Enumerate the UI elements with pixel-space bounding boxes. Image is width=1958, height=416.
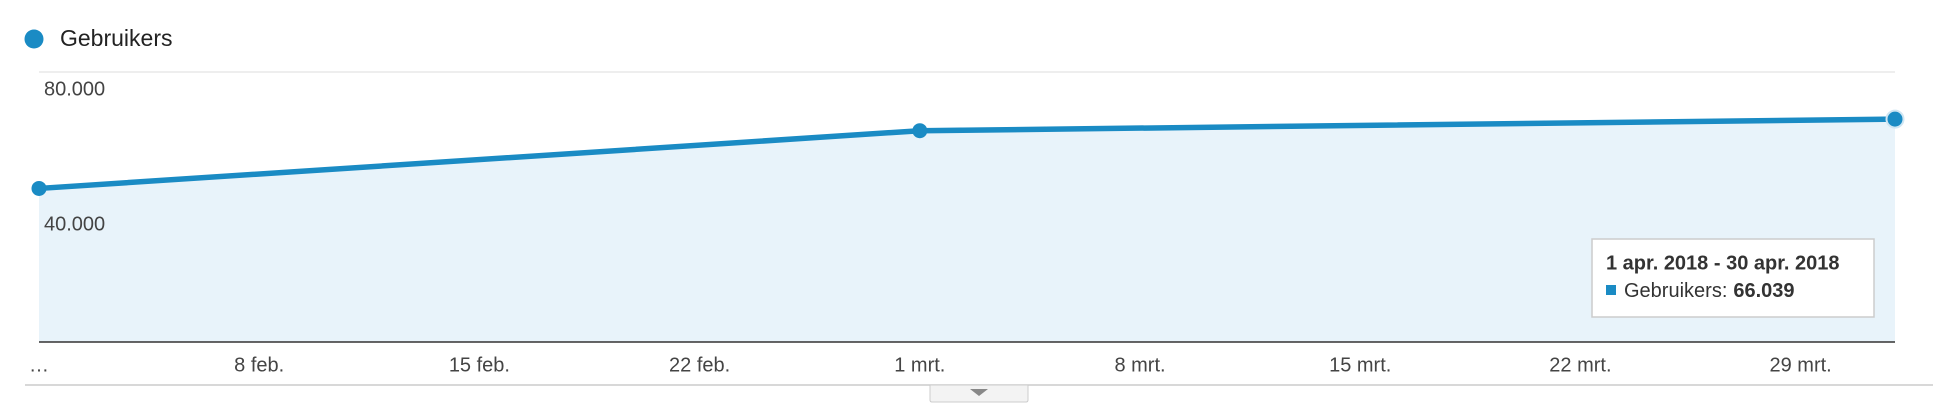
tooltip-swatch xyxy=(1606,285,1616,295)
legend-label: Gebruikers xyxy=(60,25,172,51)
x-tick-label: 22 feb. xyxy=(669,354,730,376)
tooltip-series: Gebruikers: xyxy=(1624,280,1727,302)
tooltip-value: 66.039 xyxy=(1733,280,1794,302)
y-tick-label: 40.000 xyxy=(44,213,105,235)
tooltip-title: 1 apr. 2018 - 30 apr. 2018 xyxy=(1606,252,1840,274)
tooltip-line: Gebruikers: 66.039 xyxy=(1624,280,1795,302)
point xyxy=(1885,109,1905,129)
x-tick-label: 15 feb. xyxy=(449,354,510,376)
x-tick-label: 8 feb. xyxy=(234,354,284,376)
x-tick-label: 8 mrt. xyxy=(1114,354,1165,376)
tooltip-box xyxy=(1591,238,1875,318)
tooltip: 1 apr. 2018 - 30 apr. 2018 Gebruikers: 66.… xyxy=(1591,238,1875,318)
point xyxy=(31,180,47,196)
x-tick-label: 22 mrt. xyxy=(1549,354,1611,376)
y-tick-label: 80.000 xyxy=(44,78,105,100)
x-tick-label: 29 mrt. xyxy=(1770,354,1832,376)
area xyxy=(39,119,1895,342)
expand-arrow xyxy=(970,389,988,396)
x-tick-label: 1 mrt. xyxy=(894,354,945,376)
point xyxy=(912,123,928,139)
legend-marker xyxy=(24,29,44,49)
x-tick-label: … xyxy=(29,354,49,376)
x-tick-label: 15 mrt. xyxy=(1329,354,1391,376)
